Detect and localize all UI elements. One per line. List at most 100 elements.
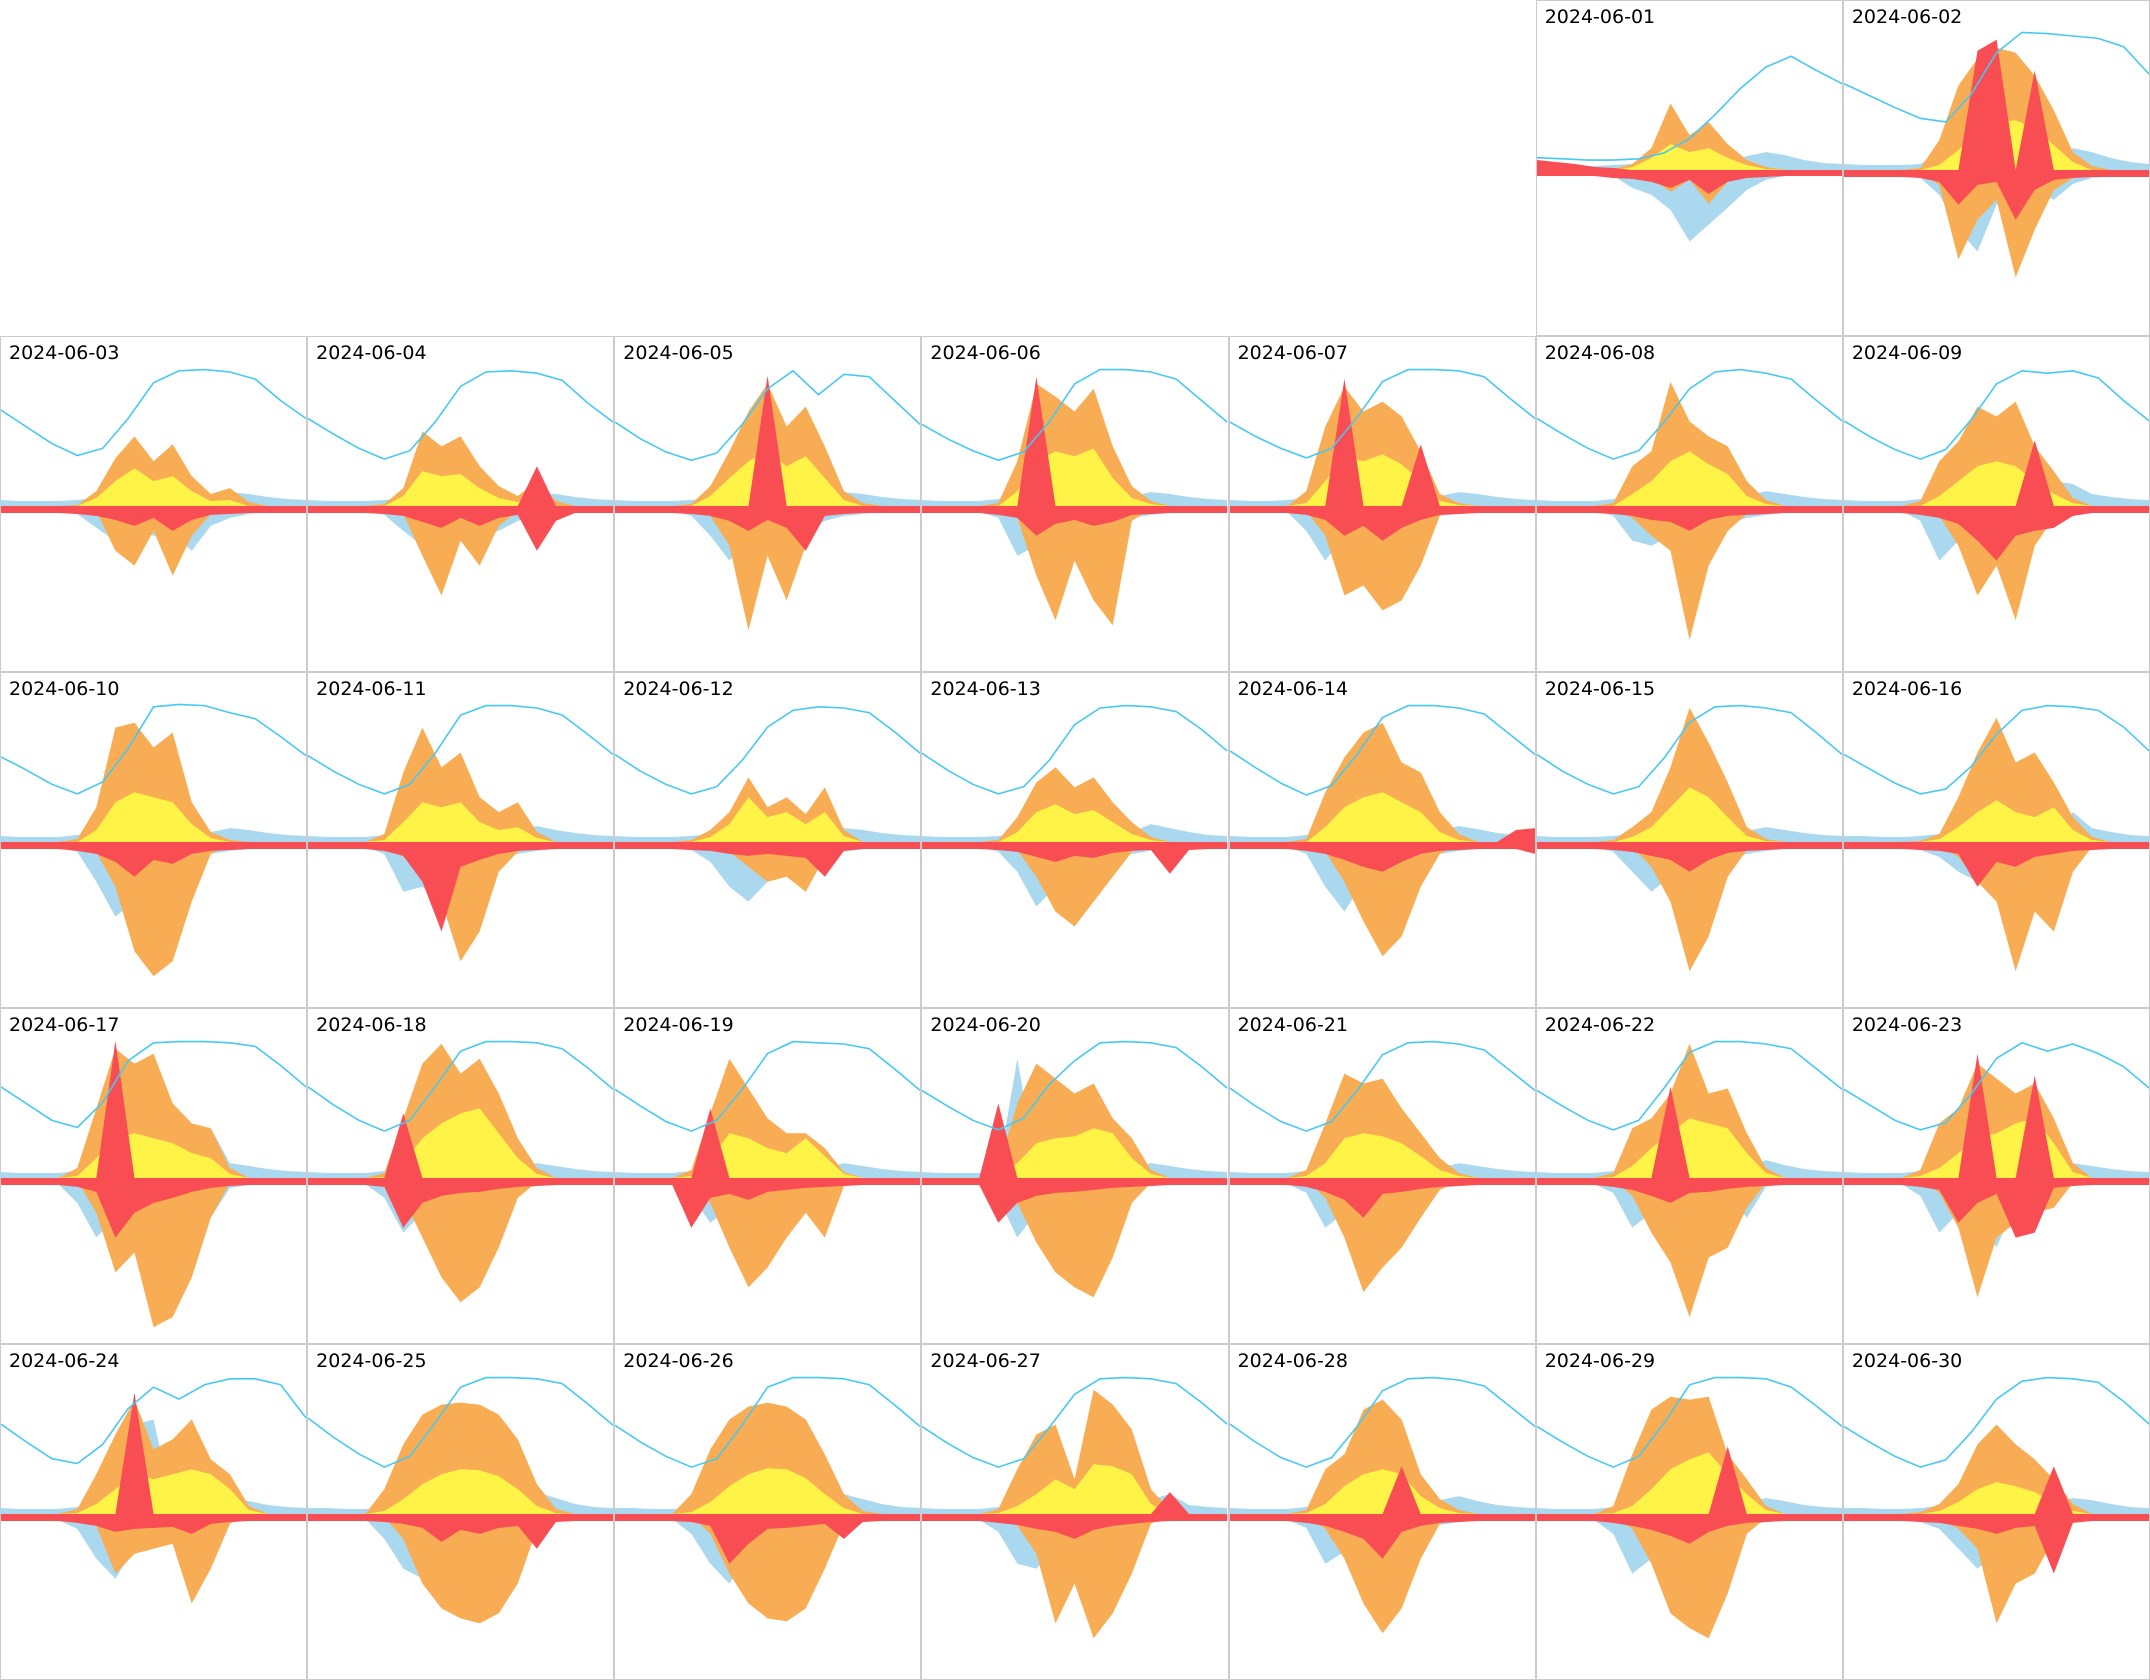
facet-day-panel: 2024-06-17	[0, 1008, 308, 1344]
orange-positive-area	[308, 727, 614, 842]
red-negative-area	[308, 1177, 614, 1228]
facet-day-panel: 2024-06-25	[307, 1344, 615, 1680]
red-negative-area	[615, 1513, 921, 1564]
red-negative-area	[1843, 1177, 2149, 1238]
orange-negative-area	[615, 841, 921, 892]
red-negative-area	[1843, 505, 2149, 561]
red-negative-area	[308, 841, 614, 932]
red-negative-area	[922, 841, 1228, 874]
state-line	[1843, 369, 2149, 460]
orange-negative-area	[922, 1177, 1228, 1298]
orange-positive-area	[615, 777, 921, 842]
yellow-positive-area	[1536, 144, 1842, 170]
orange-negative-area	[1843, 505, 2149, 621]
yellow-positive-area	[1, 1469, 307, 1514]
red-positive-spikes	[922, 1492, 1228, 1514]
orange-negative-area	[308, 841, 614, 962]
lightblue-positive-area	[1229, 1484, 1535, 1514]
orange-negative-area	[1, 1513, 307, 1604]
red-negative-area	[922, 1177, 1228, 1223]
facet-day-panel: 2024-06-15	[1535, 672, 1843, 1008]
orange-negative-area	[1, 841, 307, 977]
red-negative-area	[1536, 1513, 1842, 1544]
orange-positive-area	[922, 1063, 1228, 1178]
yellow-positive-area	[615, 1133, 921, 1178]
lightblue-positive-area	[1, 1128, 307, 1178]
orange-negative-area	[615, 505, 921, 631]
day-chart-svg	[1843, 1376, 2149, 1624]
yellow-positive-area	[1229, 1469, 1535, 1514]
yellow-positive-area	[922, 1128, 1228, 1178]
yellow-positive-area	[1, 792, 307, 842]
day-chart-svg	[1536, 1376, 1842, 1639]
orange-positive-area	[1843, 717, 2149, 842]
orange-negative-area	[308, 1177, 614, 1303]
lightblue-negative-area	[1536, 1513, 1842, 1574]
state-line	[1843, 704, 2149, 795]
lightblue-negative-area	[1, 1177, 307, 1238]
orange-negative-area	[1843, 1177, 2149, 1298]
state-line	[1229, 704, 1535, 796]
state-line	[308, 370, 614, 460]
day-chart-svg	[922, 1376, 1228, 1639]
facet-day-panel: 2024-06-29	[1535, 1344, 1843, 1680]
yellow-positive-area	[1843, 1118, 2149, 1178]
day-chart-svg	[615, 1040, 921, 1288]
yellow-positive-area	[615, 1468, 921, 1514]
yellow-positive-area	[922, 448, 1228, 506]
orange-positive-area	[1, 436, 307, 506]
yellow-positive-area	[1536, 451, 1842, 506]
state-line	[922, 1040, 1228, 1131]
state-line	[308, 1376, 614, 1468]
orange-negative-area	[1843, 169, 2149, 278]
state-line	[1536, 704, 1842, 795]
orange-negative-area	[1229, 1177, 1535, 1293]
yellow-positive-area	[1229, 454, 1535, 506]
orange-negative-area	[1229, 505, 1535, 611]
state-line	[308, 1040, 614, 1132]
day-chart-svg	[1, 1378, 307, 1604]
lightblue-negative-area	[615, 1513, 921, 1584]
orange-negative-area	[1536, 1513, 1842, 1639]
state-line	[1536, 55, 1842, 161]
red-negative-area	[1, 1513, 307, 1534]
state-line	[615, 705, 921, 795]
orange-positive-area	[1536, 103, 1842, 170]
lightblue-positive-area	[1536, 446, 1842, 506]
orange-positive-area	[1, 722, 307, 842]
red-negative-area	[1536, 841, 1842, 872]
facet-day-panel: 2024-06-04	[307, 336, 615, 672]
orange-negative-area	[615, 1513, 921, 1622]
orange-negative-area	[1843, 1513, 2149, 1624]
red-negative-area	[1, 841, 307, 877]
state-line	[615, 369, 921, 462]
day-chart-svg	[615, 1376, 921, 1622]
orange-positive-area	[1843, 1063, 2149, 1178]
day-chart-svg	[1843, 704, 2149, 972]
orange-positive-area	[1229, 722, 1535, 842]
yellow-positive-area	[308, 471, 614, 506]
facet-day-panel: 2024-06-20	[921, 1008, 1229, 1344]
red-negative-area	[1843, 841, 2149, 887]
orange-negative-area	[308, 505, 614, 596]
day-chart-svg	[1536, 368, 1842, 641]
lightblue-negative-area	[308, 1177, 614, 1233]
red-negative-area	[308, 505, 614, 551]
orange-positive-area	[1229, 1399, 1535, 1514]
day-chart-svg	[922, 704, 1228, 927]
orange-positive-area	[1536, 1396, 1842, 1514]
orange-negative-area	[1536, 1177, 1842, 1318]
state-line	[615, 1040, 921, 1132]
facet-day-panel: 2024-06-06	[921, 336, 1229, 672]
day-chart-svg	[308, 1040, 614, 1303]
day-chart-svg	[1229, 704, 1535, 957]
day-chart-svg	[1229, 1040, 1535, 1293]
orange-positive-area	[1, 1399, 307, 1514]
red-negative-area	[1229, 1177, 1535, 1218]
yellow-positive-area	[1, 1133, 307, 1178]
day-chart-svg	[1843, 1041, 2149, 1298]
yellow-positive-area	[1536, 787, 1842, 842]
red-negative-area	[308, 1513, 614, 1549]
yellow-positive-area	[308, 802, 614, 842]
